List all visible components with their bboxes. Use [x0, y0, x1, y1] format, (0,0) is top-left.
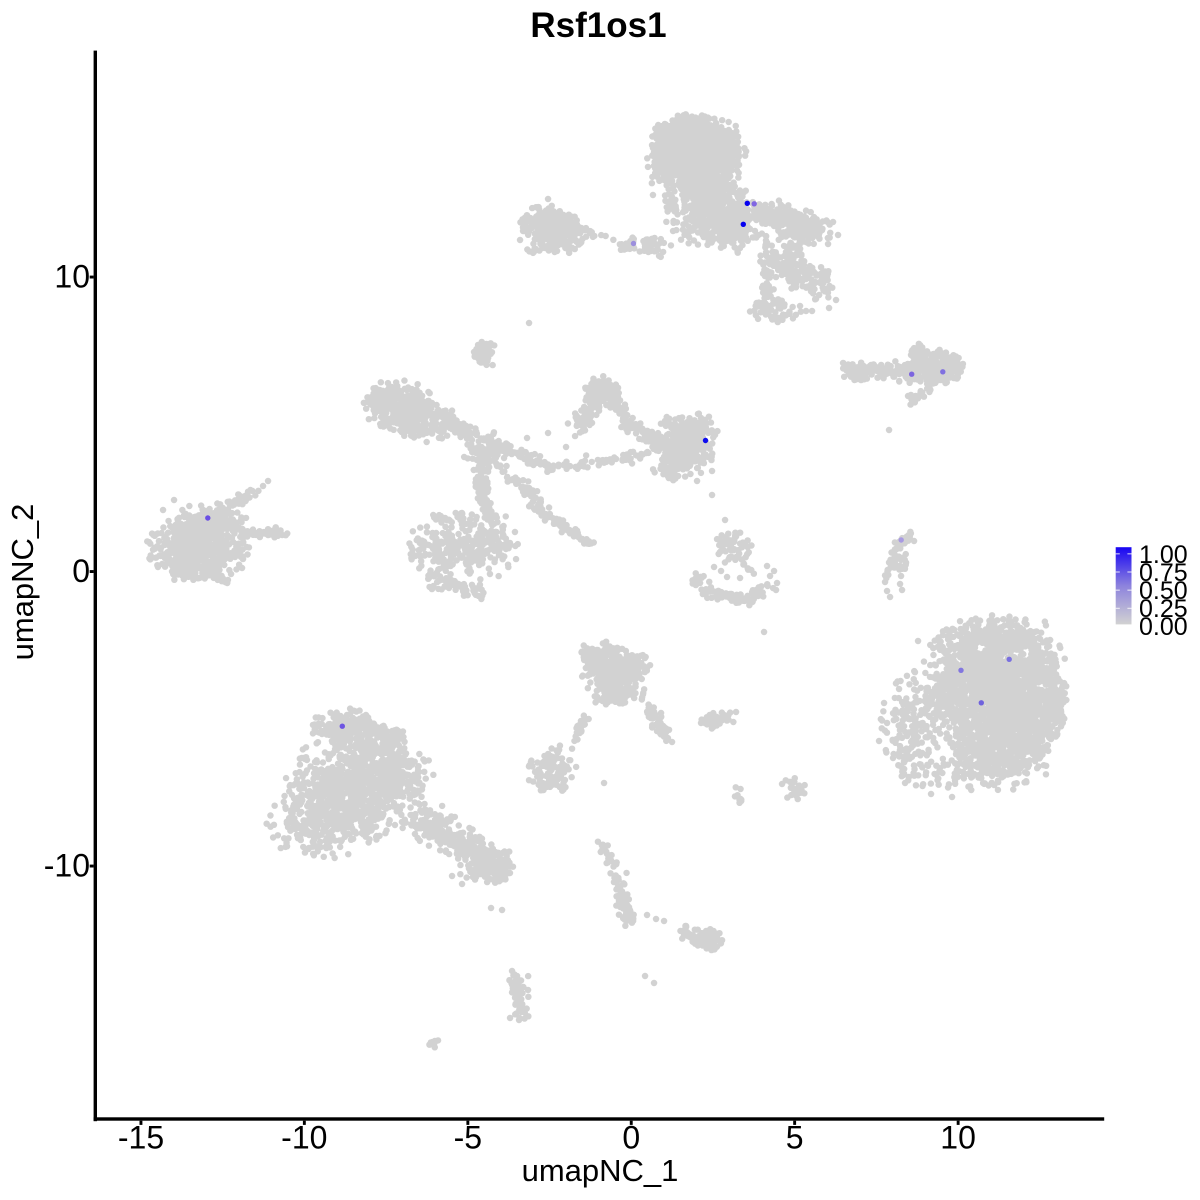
svg-text:0.75: 0.75	[1139, 559, 1188, 587]
svg-text:-15: -15	[118, 1120, 164, 1156]
svg-text:5: 5	[786, 1120, 804, 1156]
svg-text:10: 10	[940, 1120, 976, 1156]
svg-text:0: 0	[622, 1120, 640, 1156]
svg-text:0.00: 0.00	[1139, 613, 1188, 641]
svg-text:umapNC_2: umapNC_2	[5, 504, 40, 661]
svg-text:-10: -10	[281, 1120, 327, 1156]
svg-text:0.50: 0.50	[1139, 577, 1188, 605]
svg-text:umapNC_1: umapNC_1	[522, 1153, 679, 1188]
svg-text:Rsf1os1: Rsf1os1	[530, 6, 666, 45]
svg-text:-5: -5	[454, 1120, 482, 1156]
svg-text:0: 0	[72, 553, 90, 589]
svg-text:1.00: 1.00	[1139, 541, 1188, 569]
svg-text:-10: -10	[44, 848, 90, 884]
svg-text:10: 10	[54, 259, 90, 295]
svg-text:0.25: 0.25	[1139, 595, 1188, 623]
